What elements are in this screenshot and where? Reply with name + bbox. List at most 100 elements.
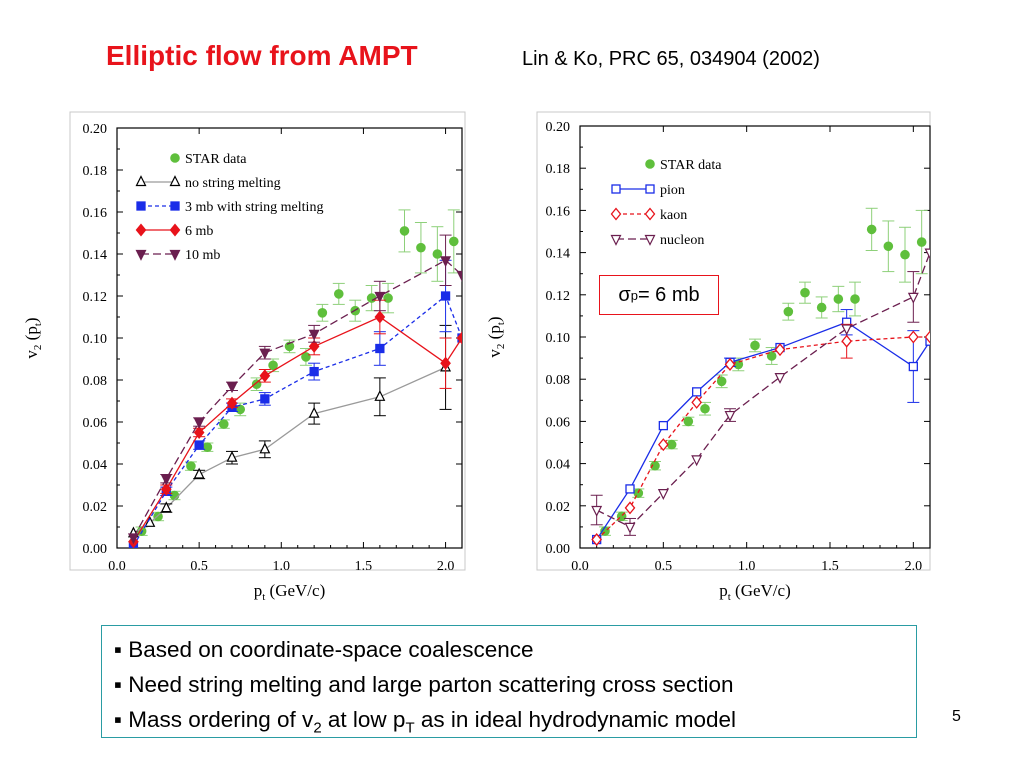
data-point: [924, 330, 930, 344]
data-point: [416, 242, 426, 253]
sigma-subscript: p: [630, 287, 638, 303]
x-tick-label: 0.5: [655, 559, 673, 574]
data-point: [924, 248, 930, 260]
x-tick-label: 1.0: [738, 559, 756, 574]
data-point: [724, 357, 736, 371]
data-point: [657, 438, 669, 452]
data-point: [193, 425, 205, 440]
data-point: [774, 372, 786, 384]
data-point: [625, 484, 635, 494]
y-tick-label: 0.08: [83, 374, 108, 389]
data-point: [194, 440, 204, 450]
y-tick-label: 0.12: [546, 289, 571, 304]
data-point: [456, 270, 462, 282]
data-point: [226, 450, 238, 462]
bullet-text: as in ideal hydrodynamic model: [414, 707, 737, 732]
legend-marker: [170, 153, 180, 163]
legend-label: 6 mb: [185, 224, 213, 239]
data-point: [624, 501, 636, 515]
legend-marker: [136, 201, 146, 211]
legend-entry: 6 mb: [135, 223, 213, 239]
series-10-mb: [127, 234, 462, 545]
data-point: [186, 461, 196, 471]
legend-marker: [645, 184, 655, 194]
data-point: [160, 501, 172, 513]
bullet-item: ▪ Need string melting and large parton s…: [114, 672, 734, 697]
legend-marker: [169, 249, 181, 261]
data-point: [259, 369, 271, 383]
data-point: [692, 387, 702, 397]
data-point: [160, 474, 172, 486]
legend-entry: nucleon: [610, 233, 704, 248]
legend-label: STAR data: [185, 152, 247, 167]
legend-marker: [135, 175, 147, 187]
data-point: [700, 403, 710, 414]
data-point: [658, 420, 668, 431]
data-point: [591, 505, 603, 517]
data-point: [374, 291, 386, 303]
series-kaon: [591, 323, 930, 547]
data-point: [850, 294, 860, 304]
series-no-string-melting: [127, 324, 452, 538]
data-point: [916, 237, 927, 247]
legend-label: 10 mb: [185, 248, 220, 263]
sigma-value: = 6 mb: [637, 283, 700, 306]
citation: Lin & Ko, PRC 65, 034904 (2002): [522, 48, 820, 70]
data-point: [456, 331, 462, 345]
data-point: [907, 330, 919, 344]
y-tick-label: 0.20: [83, 122, 108, 137]
data-point: [750, 340, 760, 351]
data-point: [127, 533, 139, 545]
bullet-subscript: T: [405, 719, 415, 737]
legend-marker: [610, 207, 622, 221]
figure-frame: [69, 111, 466, 571]
series-line: [596, 336, 930, 541]
legend-entry: kaon: [610, 207, 687, 223]
y-tick-label: 0.10: [546, 331, 571, 346]
sigma-symbol: σ: [618, 283, 631, 306]
data-point: [144, 515, 156, 527]
data-point: [440, 291, 451, 301]
y-axis-label: v2 (pt): [22, 317, 44, 358]
data-point: [374, 389, 386, 401]
data-point: [907, 292, 919, 304]
data-point: [666, 439, 677, 450]
x-tick-label: 2.0: [905, 559, 923, 574]
bullet-subscript: 2: [313, 719, 322, 737]
data-point: [816, 302, 827, 313]
data-point: [375, 343, 385, 354]
data-point: [308, 339, 320, 353]
y-tick-label: 0.06: [83, 416, 108, 431]
data-point: [691, 395, 703, 409]
data-point: [766, 351, 777, 361]
data-point: [866, 224, 877, 235]
data-point: [301, 352, 311, 362]
legend-entry: no string melting: [135, 175, 281, 191]
x-tick-label: 0.0: [108, 559, 126, 574]
data-point: [193, 467, 205, 479]
data-point: [260, 394, 270, 404]
bullet-item: ▪ Based on coordinate-space coalescence: [114, 637, 534, 662]
data-point: [883, 241, 894, 252]
data-point: [724, 410, 736, 422]
legend-label: STAR data: [660, 158, 722, 173]
legend-label: kaon: [660, 208, 687, 223]
y-tick-label: 0.04: [546, 458, 571, 473]
data-point: [308, 329, 320, 341]
y-tick-label: 0.14: [546, 247, 571, 262]
legend-entry: 3 mb with string melting: [136, 200, 323, 215]
y-tick-label: 0.16: [83, 206, 108, 221]
slide-title: Elliptic flow from AMPT: [106, 40, 418, 71]
data-point: [399, 226, 410, 236]
legend-label: nucleon: [660, 233, 704, 248]
series-star-data: [599, 207, 928, 536]
data-point: [783, 306, 794, 317]
data-point: [800, 287, 810, 298]
data-point: [833, 294, 844, 304]
data-point: [633, 488, 644, 498]
legend-marker: [610, 234, 622, 246]
legend-entry: pion: [611, 183, 685, 198]
data-point: [925, 336, 930, 346]
y-tick-label: 0.10: [83, 332, 108, 347]
y-tick-label: 0.08: [546, 373, 571, 388]
